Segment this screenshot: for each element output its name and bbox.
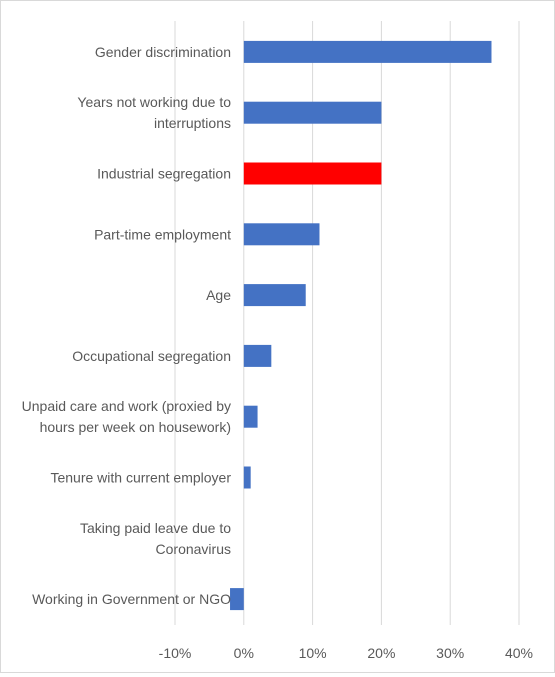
x-tick-label: -10% [159,645,192,661]
x-tick-label: 20% [367,645,395,661]
bar [243,223,320,246]
x-tick-label: 30% [436,645,464,661]
category-label: interruptions [154,115,231,131]
category-label: Part-time employment [94,226,231,242]
bars [230,40,492,611]
category-label: Taking paid leave due to [80,520,231,536]
x-tick-label: 40% [505,645,533,661]
category-label: Tenure with current employer [50,470,231,486]
x-axis-tick-labels: -10% 0% 10% 20% 30% 40% [159,645,533,661]
category-label: hours per week on housework) [40,419,231,435]
category-label: Occupational segregation [72,348,231,364]
bar [243,405,258,428]
x-tick-label: 0% [234,645,254,661]
x-tick-label: 10% [299,645,327,661]
category-label: Years not working due to [77,94,231,110]
category-labels: Gender discrimination Years not working d… [22,44,232,607]
bar [243,344,272,367]
category-label: Unpaid care and work (proxied by [22,398,231,414]
bar [243,466,251,489]
category-label: Age [206,287,231,303]
category-label: Gender discrimination [95,44,231,60]
bar [243,162,382,185]
category-label: Coronavirus [156,541,231,557]
category-label: Industrial segregation [97,166,231,182]
bar [243,101,382,124]
bar [230,588,244,611]
bar [243,40,492,63]
category-label: Working in Government or NGO [32,591,231,607]
bar [243,284,306,307]
